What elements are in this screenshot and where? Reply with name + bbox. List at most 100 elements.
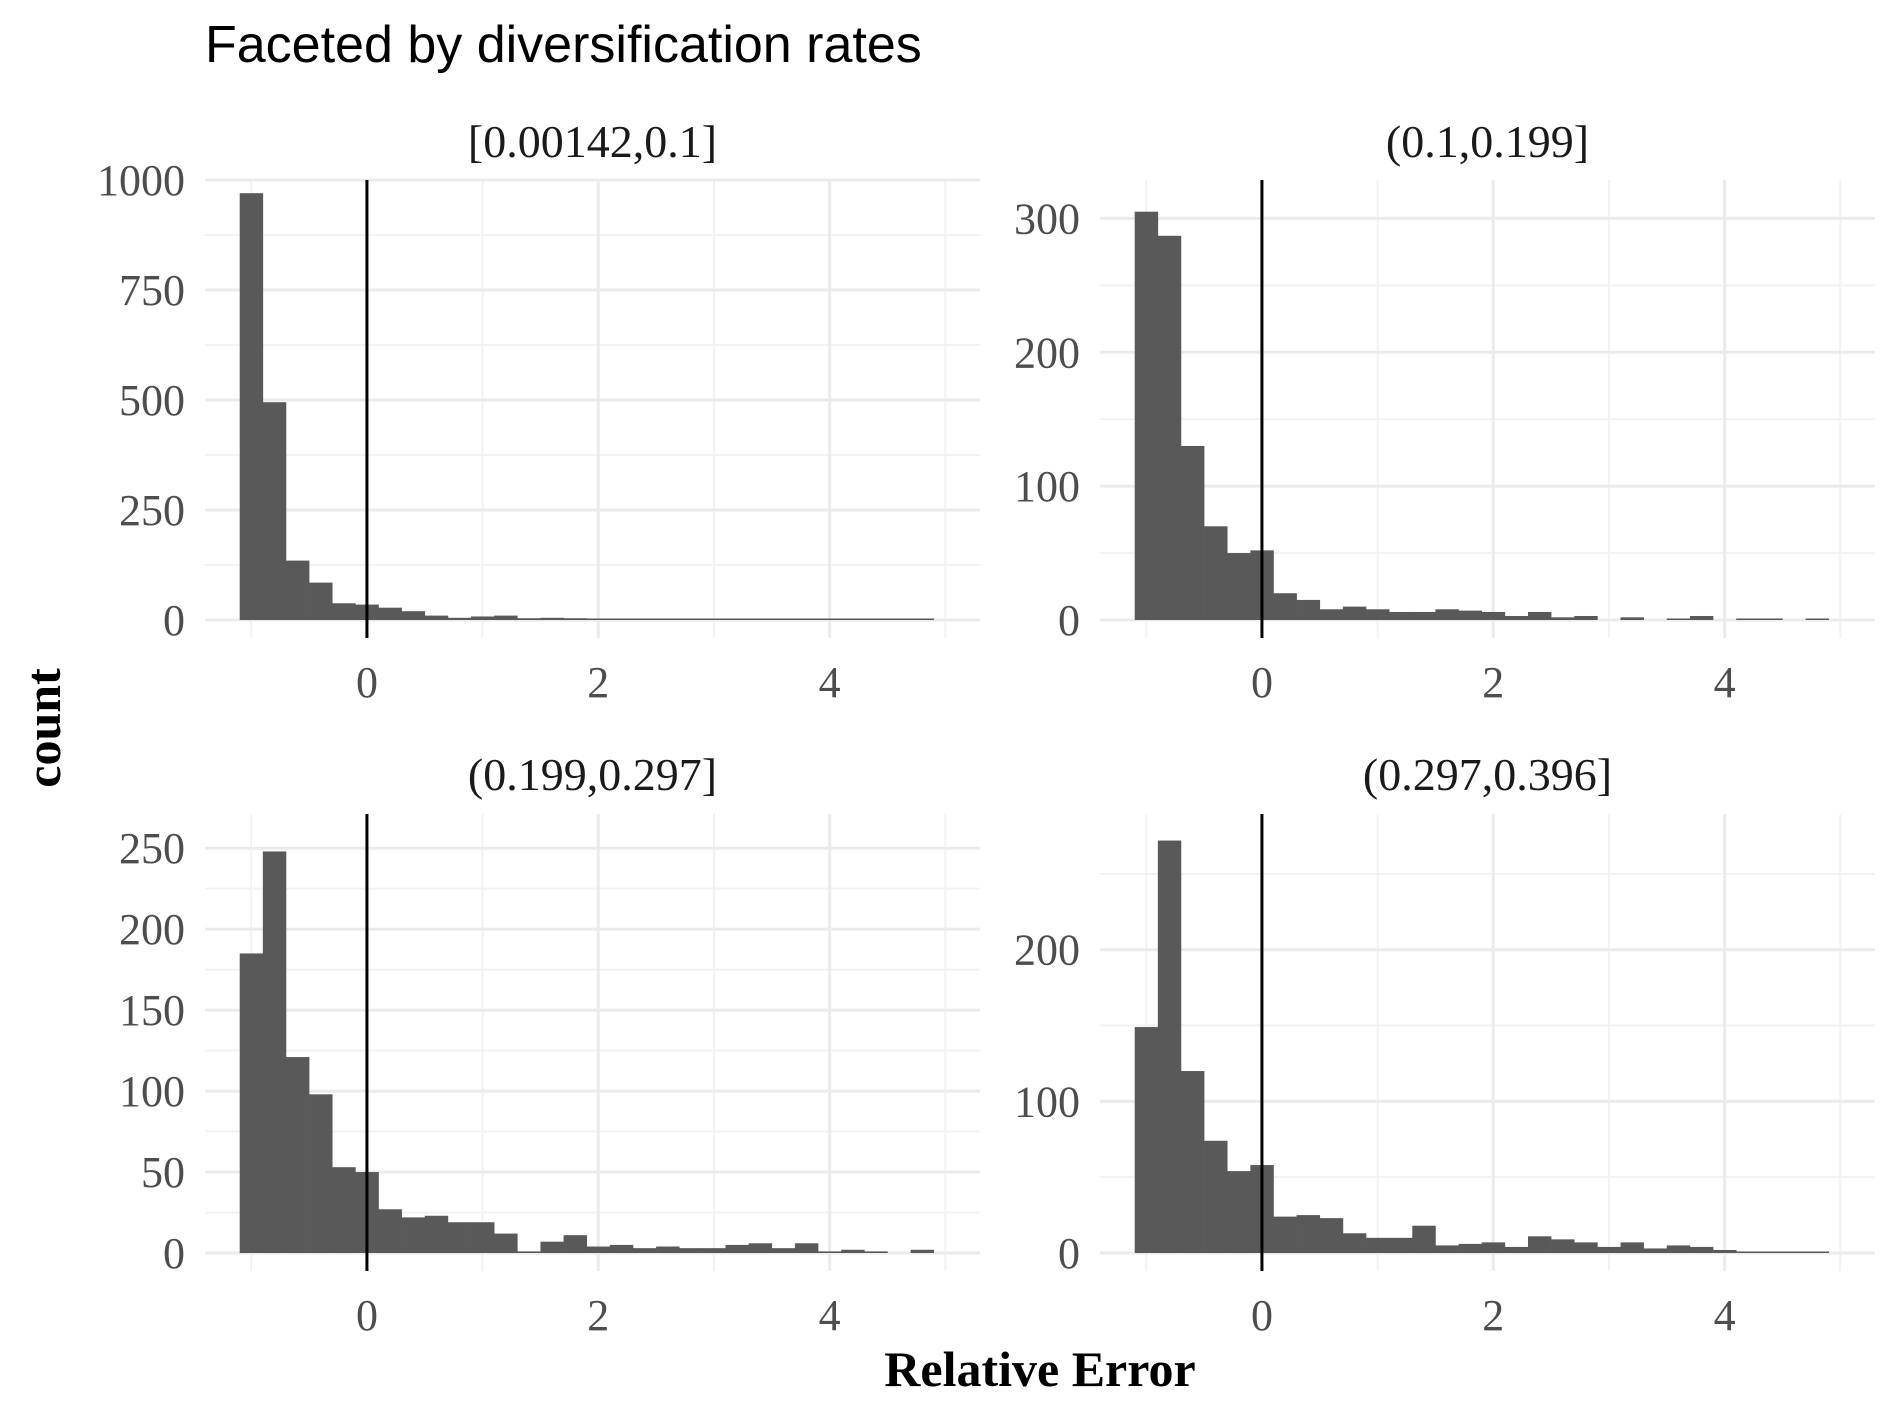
histogram-bar <box>1713 1249 1737 1253</box>
histogram-bar <box>447 1222 472 1253</box>
histogram-bar <box>1458 610 1483 620</box>
facet-strip-label: (0.199,0.297] <box>468 749 717 800</box>
chart-title: Faceted by diversification rates <box>205 16 922 74</box>
histogram-bar <box>1759 618 1783 620</box>
histogram-bar <box>1551 1239 1575 1253</box>
histogram-bar <box>1574 1242 1598 1253</box>
histogram-bar <box>471 1222 495 1253</box>
histogram-bar <box>309 582 333 620</box>
facet-panel: (0.199,0.297] 0 50 100 150 200 250 0 2 4 <box>119 749 980 1340</box>
x-tick-label: 0 <box>356 658 378 707</box>
histogram-bar <box>1527 611 1552 620</box>
facet-strip-label: (0.297,0.396] <box>1363 749 1612 800</box>
histogram-bar <box>1227 553 1251 620</box>
histogram-bar <box>1412 611 1436 620</box>
x-tick-label: 4 <box>819 658 841 707</box>
x-tick-label: 2 <box>1482 1291 1504 1340</box>
histogram-bar <box>748 618 773 620</box>
y-tick-label: 100 <box>1014 1077 1080 1126</box>
x-tick-label: 4 <box>1714 658 1736 707</box>
histogram-bar <box>1435 1245 1459 1253</box>
histogram-bar <box>656 1246 680 1253</box>
histogram-bar <box>1736 618 1760 620</box>
histogram-bar <box>332 603 356 620</box>
histogram-bar <box>1481 611 1506 620</box>
y-tick-label: 300 <box>1014 194 1080 243</box>
histogram-bar <box>864 1251 888 1253</box>
histogram-bar <box>679 1248 703 1253</box>
x-tick-label: 0 <box>1251 658 1273 707</box>
histogram-bar <box>447 617 472 620</box>
histogram-bar <box>1759 1251 1783 1253</box>
histogram-bar <box>332 1167 356 1253</box>
y-tick-label: 200 <box>119 905 185 954</box>
histogram-bar <box>1504 615 1529 620</box>
histogram-bar <box>1319 609 1344 620</box>
histogram-bar <box>1689 615 1714 620</box>
x-tick-label: 0 <box>356 1291 378 1340</box>
y-tick-label: 0 <box>163 596 185 645</box>
histogram-bar <box>378 1209 402 1253</box>
x-tick-label: 4 <box>1714 1291 1736 1340</box>
histogram-bar <box>1366 609 1390 620</box>
histogram-bar <box>1527 1236 1552 1253</box>
histogram-bar <box>864 618 888 620</box>
x-tick-label: 0 <box>1251 1291 1273 1340</box>
y-tick-label: 250 <box>119 486 185 535</box>
facet-panel: (0.1,0.199] 0 100 200 300 0 2 4 <box>1014 116 1875 707</box>
x-tick-label: 4 <box>819 1291 841 1340</box>
histogram-bar <box>517 1251 541 1253</box>
histogram-bar <box>702 618 726 620</box>
histogram-bar <box>1273 1216 1297 1253</box>
histogram-bar <box>725 1244 749 1253</box>
histogram-bar <box>1296 1215 1321 1253</box>
histogram-bar <box>1458 1243 1483 1253</box>
histogram-bar <box>1666 618 1691 620</box>
x-tick-label: 2 <box>1482 658 1504 707</box>
histogram-bar <box>309 1094 333 1253</box>
histogram-bar <box>1805 1251 1830 1253</box>
histogram-bar <box>1342 606 1367 620</box>
histogram-bar <box>285 1057 310 1253</box>
histogram-bar <box>1481 1242 1506 1253</box>
y-tick-label: 150 <box>119 986 185 1035</box>
histogram-bar <box>1643 1248 1668 1253</box>
y-axis-title: count <box>15 668 71 788</box>
histogram-bar <box>586 1246 611 1253</box>
histogram-bar <box>1551 617 1575 620</box>
histogram-bar <box>887 618 911 620</box>
histogram-bar <box>563 1235 588 1253</box>
y-tick-label: 1000 <box>97 156 185 205</box>
histogram-bar <box>494 1233 518 1253</box>
histogram-bar <box>656 618 680 620</box>
histogram-bar <box>1412 1225 1436 1253</box>
histogram-bar <box>725 618 749 620</box>
histogram-bar <box>1134 211 1159 620</box>
histogram-bar <box>471 616 495 620</box>
histogram-bar <box>771 1248 796 1253</box>
histogram-bar <box>1805 618 1830 620</box>
histogram-bar <box>609 1244 634 1253</box>
histogram-bar <box>285 560 310 620</box>
histogram-bar <box>1204 1140 1228 1253</box>
histogram-bar <box>424 615 449 620</box>
y-tick-label: 0 <box>163 1229 185 1278</box>
histogram-bar <box>1366 1237 1390 1253</box>
x-axis-title: Relative Error <box>884 1341 1195 1397</box>
y-tick-label: 100 <box>1014 462 1080 511</box>
histogram-bar <box>1204 526 1228 620</box>
histogram-bar <box>494 615 518 620</box>
x-tick-label: 2 <box>587 1291 609 1340</box>
histogram-bar <box>424 1215 449 1253</box>
histogram-bar <box>794 618 819 620</box>
y-tick-label: 0 <box>1058 1229 1080 1278</box>
histogram-bar <box>679 618 703 620</box>
histogram-bar <box>401 611 426 620</box>
histogram-bar <box>1574 615 1598 620</box>
histogram-bar <box>239 193 264 620</box>
histogram-bar <box>1389 611 1413 620</box>
histogram-bar <box>1342 1233 1367 1253</box>
histogram-bar <box>1782 1251 1806 1253</box>
histogram-bar <box>910 618 935 620</box>
